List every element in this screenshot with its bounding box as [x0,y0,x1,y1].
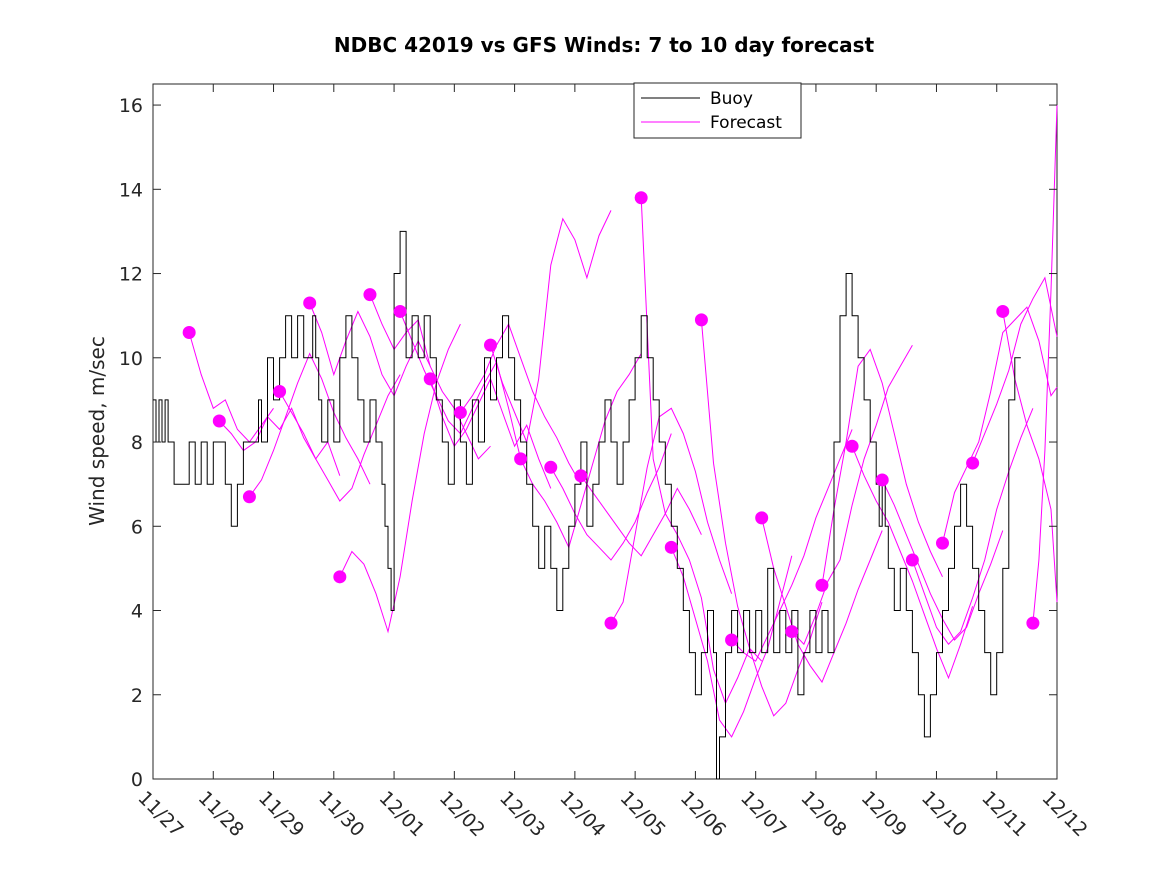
forecast-run-line [610,407,733,624]
forecast-marker [574,469,588,483]
forecast-marker [785,625,799,639]
forecast-marker [514,452,528,466]
forecast-run-line [248,352,371,498]
forecast-run-line [700,319,823,717]
x-tick-label: 12/01 [375,787,429,841]
forecast-marker [815,578,829,592]
x-tick-label: 11/28 [194,787,248,841]
forecast-marker [363,288,377,302]
forecast-marker [393,304,407,318]
forecast-run-line [339,323,461,634]
x-tick-label: 12/12 [1037,787,1091,841]
forecast-run-line [1002,311,1058,603]
forecast-marker [453,406,467,420]
y-tick-label: 4 [131,601,143,623]
forecast-marker [303,296,317,310]
x-tick-label: 12/07 [736,787,790,841]
forecast-run-line [580,475,702,557]
forecast-run-line [731,429,853,662]
forecast-series [188,105,1058,738]
forecast-marker [273,384,287,398]
forecast-run-line [490,210,612,444]
forecast-run-line [550,433,672,561]
y-tick-label: 14 [119,179,143,201]
forecast-run-line [369,294,491,460]
forecast-run-line [761,517,883,684]
legend-buoy-label: Buoy [710,89,753,109]
forecast-run-line [520,353,642,549]
x-tick-label: 11/29 [254,787,308,841]
y-tick-label: 6 [131,516,143,538]
forecast-marker [483,338,497,352]
forecast-marker [242,490,256,504]
forecast-run-line [279,374,401,502]
forecast-run-line [1032,105,1058,624]
forecast-marker [725,633,739,647]
x-tick-label: 12/02 [435,787,489,841]
forecast-marker [1026,616,1040,630]
legend-box [633,82,802,139]
x-tick-label: 12/10 [917,787,971,841]
forecast-marker [755,511,769,525]
forecast-marker [333,570,347,584]
forecast-run-line [791,344,913,646]
forecast-run-line [972,276,1058,464]
forecast-run-line [188,332,274,443]
forecast-marker [905,553,919,567]
forecast-marker [634,191,648,205]
x-tick-label: 12/05 [616,787,670,841]
forecast-markers [182,191,1040,647]
forecast-marker [845,439,859,453]
forecast-marker [544,460,558,474]
chart-title: NDBC 42019 vs GFS Winds: 7 to 10 day for… [334,33,875,57]
x-tick-label: 11/27 [133,787,187,841]
x-tick-label: 12/04 [555,787,609,841]
x-tick-label: 12/11 [977,787,1031,841]
forecast-run-line [911,408,1034,645]
forecast-marker [182,326,196,340]
forecast-marker [996,304,1010,318]
plot-area [152,83,1058,780]
forecast-marker [935,536,949,550]
legend-forecast-label: Forecast [710,113,782,133]
x-tick-label: 11/30 [314,787,368,841]
forecast-run-line [459,322,582,485]
y-tick-label: 12 [119,264,143,286]
y-tick-label: 16 [119,95,143,117]
y-tick-label: 10 [119,348,143,370]
forecast-marker [694,313,708,327]
legend: Buoy Forecast [633,82,802,139]
forecast-marker [966,456,980,470]
y-tick-label: 2 [131,685,143,707]
y-axis: 0 2 4 6 8 10 12 14 16 [119,95,1057,791]
forecast-marker [664,540,678,554]
y-axis-label: Wind speed, m/sec [85,336,109,526]
forecast-run-line [218,407,341,476]
forecast-marker [604,616,618,630]
forecast-run-line [942,306,1058,544]
forecast-run-line [851,446,974,680]
x-tick-label: 12/08 [796,787,850,841]
x-tick-label: 12/06 [676,787,730,841]
forecast-marker [875,473,889,487]
x-tick-label: 12/03 [495,787,549,841]
forecast-marker [423,372,437,386]
x-tick-label: 12/09 [857,787,911,841]
y-tick-label: 8 [131,432,143,454]
buoy-line [153,230,1021,780]
forecast-run-line [640,197,763,705]
forecast-run-line [670,547,793,738]
forecast-marker [212,414,226,428]
forecast-run-line [821,348,943,586]
buoy-series [153,230,1021,780]
y-tick-label: 0 [131,769,143,791]
